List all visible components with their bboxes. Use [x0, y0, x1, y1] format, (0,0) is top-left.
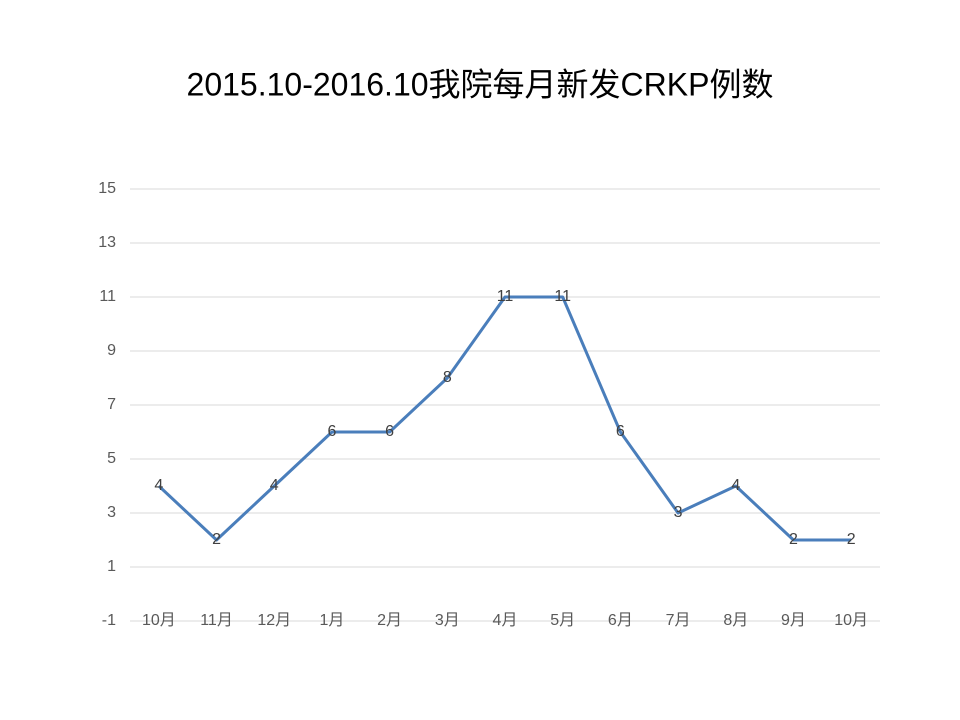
y-tick-label: 1	[107, 558, 116, 575]
y-tick-label: 9	[107, 342, 116, 359]
data-label: 11	[497, 288, 514, 305]
x-tick-label: 6月	[608, 612, 633, 629]
data-label: 4	[154, 477, 163, 494]
y-tick-label: 11	[99, 288, 116, 305]
data-label: 3	[674, 504, 683, 521]
y-tick-label: 15	[98, 180, 116, 197]
x-tick-label: 10月	[834, 612, 868, 629]
x-tick-label: 2月	[377, 612, 402, 629]
y-tick-label: 13	[98, 234, 116, 251]
x-tick-label: 10月	[142, 612, 176, 629]
data-label: 2	[789, 531, 798, 548]
data-label: 6	[327, 423, 336, 440]
data-label: 11	[554, 288, 571, 305]
y-tick-label: 3	[107, 504, 116, 521]
data-line	[157, 295, 852, 542]
data-label: 6	[385, 423, 394, 440]
x-tick-label: 11月	[200, 612, 233, 629]
chart-title: 2015.10-2016.10我院每月新发CRKP例数	[187, 66, 774, 102]
x-tick-label: 4月	[493, 612, 518, 629]
y-tick-label: 7	[107, 396, 116, 413]
data-label: 8	[443, 369, 452, 386]
x-tick-label: 1月	[319, 612, 344, 629]
data-label: 2	[212, 531, 221, 548]
data-label: 6	[616, 423, 625, 440]
y-tick-label: -1	[102, 612, 116, 629]
y-tick-label: 5	[107, 450, 116, 467]
data-label: 4	[270, 477, 279, 494]
x-tick-label: 8月	[723, 612, 748, 629]
x-tick-label: 7月	[666, 612, 691, 629]
data-label: 2	[847, 531, 856, 548]
x-tick-label: 5月	[550, 612, 575, 629]
x-tick-label: 12月	[257, 612, 291, 629]
data-label: 4	[731, 477, 740, 494]
x-tick-label: 3月	[435, 612, 460, 629]
x-tick-label: 9月	[781, 612, 806, 629]
